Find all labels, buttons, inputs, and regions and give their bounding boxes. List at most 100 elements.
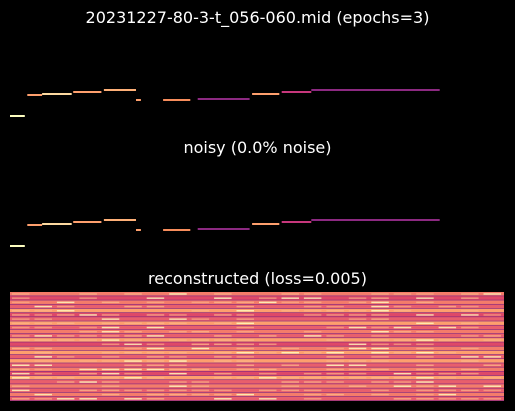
note-segment [281, 221, 312, 223]
reconstruction-highlight [79, 389, 97, 392]
reconstruction-highlight [348, 314, 367, 316]
reconstruction-highlight [169, 372, 187, 375]
reconstruction-highlight [191, 389, 210, 392]
reconstruction-highlight [371, 339, 389, 341]
note-segment [197, 98, 250, 100]
reconstruction-highlight [393, 343, 412, 346]
reconstruction-highlight [34, 377, 52, 379]
reconstruction-highlight [326, 360, 344, 362]
reconstruction-highlight [236, 360, 254, 362]
reconstruction-highlight [214, 372, 232, 375]
reconstruction-highlight [124, 335, 142, 337]
reconstruction-row [10, 346, 504, 351]
reconstruction-highlight [34, 347, 52, 350]
reconstruction-row [10, 338, 504, 342]
reconstruction-highlight [56, 301, 75, 304]
reconstruction-highlight [34, 368, 52, 371]
reconstruction-highlight [348, 310, 367, 312]
reconstruction-highlight [461, 310, 479, 312]
reconstruction-highlight [79, 368, 97, 371]
reconstruction-highlight [124, 368, 142, 371]
reconstruction-highlight [79, 326, 97, 329]
reconstruction-highlight [348, 343, 367, 346]
reconstruction-highlight [371, 335, 389, 337]
reconstruction-highlight [79, 398, 97, 400]
reconstruction-highlight [281, 385, 299, 387]
reconstruction-highlight [169, 330, 187, 333]
reconstruction-highlight [393, 330, 412, 333]
reconstruction-highlight [101, 351, 120, 354]
reconstruction-row [10, 317, 504, 321]
reconstruction-highlight [303, 310, 322, 312]
reconstruction-highlight [326, 368, 344, 371]
reconstruction-highlight [34, 364, 52, 366]
reconstruction-row [10, 371, 504, 376]
reconstruction-highlight [236, 326, 254, 329]
reconstruction-highlight [12, 347, 30, 350]
reconstruction-highlight [393, 351, 412, 354]
reconstruction-highlight [393, 372, 412, 375]
reconstruction-highlight [461, 368, 479, 371]
reconstruction-highlight [12, 339, 30, 341]
reconstruction-highlight [259, 377, 277, 379]
noisy-piano-roll [10, 163, 504, 263]
reconstruction-highlight [124, 377, 142, 379]
reconstruction-highlight [146, 389, 165, 392]
reconstruction-highlight [34, 393, 52, 396]
note-segment [163, 229, 191, 231]
reconstruction-highlight [371, 343, 389, 346]
reconstruction-highlight [438, 326, 457, 329]
reconstruction-highlight [236, 305, 254, 308]
reconstruction-highlight [326, 305, 344, 308]
reconstruction-highlight [393, 326, 412, 329]
note-segment [197, 228, 250, 230]
reconstruction-highlight [124, 398, 142, 400]
reconstruction-highlight [438, 339, 457, 341]
reconstruction-highlight [483, 385, 501, 387]
reconstruction-highlight [259, 343, 277, 346]
reconstruction-highlight [371, 301, 389, 304]
reconstruction-highlight [79, 330, 97, 333]
note-segment [311, 219, 440, 221]
reconstruction-highlight [461, 389, 479, 392]
reconstruction-highlight [393, 381, 412, 383]
reconstruction-highlight [214, 335, 232, 337]
reconstruction-highlight [146, 322, 165, 325]
note-segment [311, 89, 440, 91]
reconstruction-highlight [124, 343, 142, 346]
reconstruction-highlight [214, 356, 232, 358]
note-segment [136, 99, 141, 101]
reconstruction-highlight [416, 297, 434, 299]
reconstruction-highlight [416, 381, 434, 383]
reconstruction-row [10, 359, 504, 363]
reconstruction-highlight [281, 310, 299, 312]
reconstruction-highlight [393, 310, 412, 312]
reconstruction-highlight [326, 326, 344, 329]
reconstruction-highlight [461, 326, 479, 329]
reconstruction-highlight [12, 314, 30, 316]
reconstruction-highlight [483, 314, 501, 316]
reconstruction-highlight [146, 335, 165, 337]
note-segment [42, 223, 72, 225]
reconstruction-highlight [101, 330, 120, 333]
reconstruction-highlight [236, 301, 254, 304]
reconstruction-highlight [124, 364, 142, 366]
reconstruction-highlight [79, 335, 97, 337]
reconstruction-highlight [461, 398, 479, 400]
reconstruction-highlight [146, 364, 165, 366]
reconstruction-highlight [326, 381, 344, 383]
reconstructed-piano-roll [10, 292, 504, 401]
reconstruction-highlight [326, 339, 344, 341]
reconstruction-highlight [169, 385, 187, 387]
reconstruction-highlight [483, 377, 501, 379]
reconstruction-highlight [371, 356, 389, 358]
reconstruction-highlight [56, 322, 75, 325]
reconstruction-highlight [438, 305, 457, 308]
reconstruction-highlight [191, 368, 210, 371]
reconstruction-row [10, 367, 504, 372]
reconstruction-row [10, 325, 504, 330]
reconstruction-highlight [438, 393, 457, 396]
reconstruction-highlight [12, 310, 30, 312]
reconstruction-highlight [146, 360, 165, 362]
reconstruction-highlight [12, 368, 30, 371]
